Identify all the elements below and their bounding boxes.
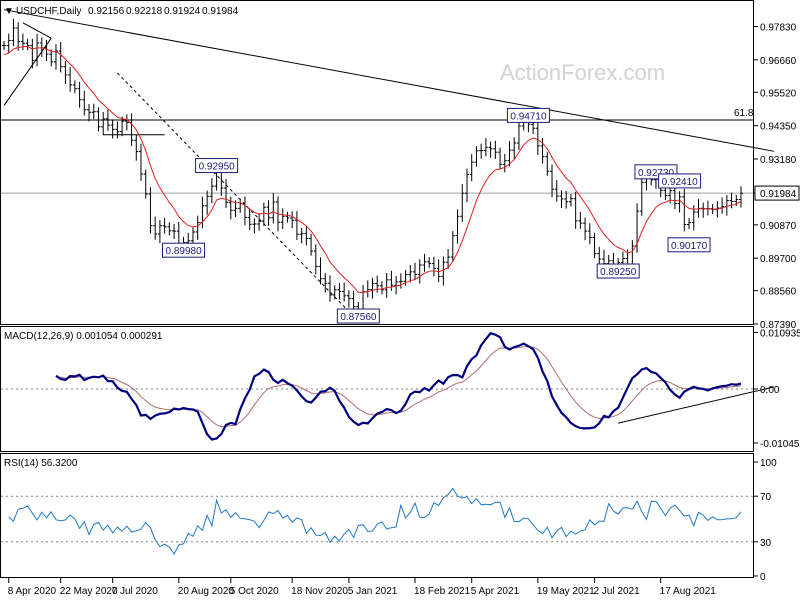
date-tick-label: 7 Jul 2020: [112, 586, 159, 597]
moving-average-line: [3, 45, 742, 293]
price-annotation-label: 0.94710: [510, 111, 547, 122]
trendlines: [3, 9, 775, 317]
rsi-tick-label: 0: [760, 572, 766, 583]
price-annotation-box: [195, 158, 239, 174]
price-tick-label: 0.87390: [760, 320, 797, 331]
price-annotation-label: 0.92730: [638, 168, 675, 179]
date-tick-label: 8 Apr 2020: [8, 586, 57, 597]
price-tick-label: 0.95520: [760, 88, 797, 99]
date-tick-label: 5 Oct 2020: [230, 586, 279, 597]
trendline: [3, 37, 52, 106]
candlesticks: [2, 18, 743, 321]
macd-tick-label: 0.00: [760, 385, 780, 396]
chart-title: USDCHF,Daily: [16, 6, 82, 17]
macd-lines: [55, 332, 775, 441]
macd-tick-label: -0.010459: [760, 439, 800, 450]
date-tick-label: 22 May 2020: [60, 586, 118, 597]
current-price-label: 0.91984: [760, 189, 797, 200]
price-annotation-label: 0.89250: [600, 267, 637, 278]
rsi-panel: 100 70 30 0 RSI(14) 56.3200: [0, 453, 777, 583]
trendline: [3, 9, 775, 152]
price-tick-label: 0.97830: [760, 23, 797, 34]
date-tick-label: 20 Aug 2020: [178, 586, 235, 597]
date-tick-label: 5 Apr 2021: [471, 586, 520, 597]
macd-panel: 0.010935 0.00 -0.010459 MACD(12,26,9) 0.00…: [0, 326, 800, 452]
rsi-line: [8, 487, 742, 555]
price-tick-label: 0.94350: [760, 122, 797, 133]
fib-level-label: 61.8: [734, 108, 754, 119]
macd-trendline: [618, 386, 775, 424]
price-panel: ActionForex.com 0.978300.966600.955200.9…: [0, 0, 800, 331]
chart-header: ▼ USDCHF,Daily 0.92156 0.92218 0.91924 0…: [4, 6, 239, 17]
date-tick-label: 18 Nov 2020: [291, 586, 348, 597]
price-annotation-box: [336, 308, 380, 324]
rsi-line: [8, 487, 742, 555]
watermark: ActionForex.com: [500, 60, 665, 85]
price-annotation-label: 0.89980: [166, 246, 203, 257]
price-annotation-label: 0.90170: [671, 241, 708, 252]
price-annotation-label: 0.92950: [199, 162, 236, 173]
price-annotations: 0.89980 0.92950 0.87560 0.94710 0.89250 0.927…: [162, 107, 711, 324]
date-tick-label: 19 May 2021: [537, 586, 595, 597]
rsi-tick-label: 70: [760, 492, 772, 503]
trendline: [22, 22, 52, 39]
price-annotation-box: [162, 242, 206, 258]
current-price-marker: [754, 185, 800, 201]
macd-title: MACD(12,26,9) 0.001054 0.000291: [4, 331, 163, 342]
header-low: 0.91924: [164, 6, 201, 17]
date-tick-label: 18 Feb 2021: [414, 586, 471, 597]
dropdown-arrow-icon[interactable]: ▼: [4, 6, 14, 17]
price-annotation-box: [667, 237, 711, 253]
rsi-tick-label: 100: [760, 458, 777, 469]
header-high: 0.92218: [126, 6, 163, 17]
header-open: 0.92156: [88, 6, 125, 17]
price-axis: 0.97830 0.96660 0.95520 0.94350 0.93180 0.919…: [1, 23, 800, 331]
date-tick-label: 5 Jan 2021: [348, 586, 398, 597]
price-tick-label: 0.90870: [760, 221, 797, 232]
price-annotation-box: [506, 107, 550, 123]
price-annotation-label: 0.87560: [340, 312, 377, 323]
date-tick-label: 17 Aug 2021: [660, 586, 717, 597]
price-annotation-box: [658, 173, 702, 189]
date-tick-label: 2 Jul 2021: [594, 586, 641, 597]
price-tick-label: 0.88560: [760, 287, 797, 298]
price-tick-label: 0.93180: [760, 155, 797, 166]
price-tick-label: 0.89700: [760, 254, 797, 265]
price-annotation-label: 0.92410: [662, 177, 699, 188]
price-tick-label: 0.96660: [760, 56, 797, 67]
moving-average: [3, 45, 742, 293]
rsi-tick-label: 30: [760, 538, 772, 549]
header-close: 0.91984: [202, 6, 239, 17]
trendline: [117, 72, 354, 317]
macd-line: [55, 332, 742, 441]
rsi-panel-frame: [0, 453, 754, 578]
rsi-title: RSI(14) 56.3200: [4, 458, 78, 469]
price-annotation-box: [596, 263, 640, 279]
macd-tick-label: 0.010935: [760, 328, 800, 339]
rsi-axis: 100 70 30 0: [1, 458, 777, 583]
